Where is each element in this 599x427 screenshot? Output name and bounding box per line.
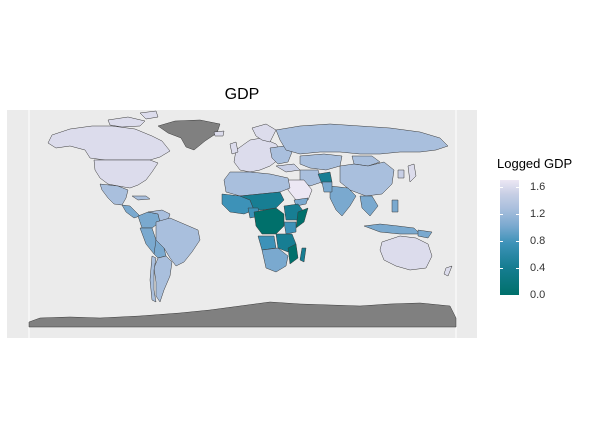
country-kazakhstan (299, 153, 343, 171)
country-scandinavia (251, 123, 277, 143)
country-russia (275, 123, 449, 155)
legend-tick-mark (500, 186, 503, 188)
country-argentina (153, 255, 173, 303)
legend-tick-mark (500, 213, 503, 215)
country-korea (397, 169, 405, 179)
country-indonesia (363, 223, 421, 235)
map-title: GDP (224, 86, 260, 103)
legend-tick-label: 1.6 (530, 180, 546, 193)
country-mongolia (351, 155, 381, 167)
country-somalia (295, 207, 309, 229)
gridlines (28, 110, 457, 338)
country-australia (379, 235, 433, 271)
country-uk (229, 141, 239, 155)
country-arctic-islands (107, 116, 146, 128)
legend-tick-mark (500, 267, 503, 269)
legend-ticks: 1.6 1.2 0.8 0.4 0.0 (497, 180, 593, 301)
country-saudi-arabia (287, 179, 313, 201)
countries (28, 110, 457, 328)
country-philippines (391, 199, 399, 213)
country-southern-africa (261, 247, 289, 273)
country-mozambique (287, 243, 299, 265)
legend-colorbar (500, 180, 519, 295)
legend-tick-mark (500, 295, 503, 296)
country-canada (47, 125, 171, 161)
country-antarctica (28, 301, 457, 328)
country-pakistan (321, 181, 333, 193)
legend-tick-mark (516, 213, 519, 215)
country-new-zealand (443, 265, 453, 277)
legend-tick-mark (516, 267, 519, 269)
legend-tick-label: 0.0 (530, 289, 546, 301)
legend: Logged GDP 1.6 1.2 0.8 0.4 0.0 (497, 156, 593, 301)
legend-tick-label: 1.2 (530, 207, 546, 220)
legend-tick-mark (516, 240, 519, 242)
legend-title: Logged GDP (497, 156, 573, 171)
legend-tick-label: 0.8 (530, 234, 546, 247)
country-caribbean (131, 195, 151, 201)
country-madagascar (299, 247, 307, 263)
country-papua-new-guinea (417, 229, 433, 239)
country-chile (149, 255, 157, 303)
country-central-africa (253, 207, 285, 235)
country-usa (93, 159, 159, 189)
country-kenya (283, 221, 297, 235)
country-iceland (213, 130, 225, 137)
legend-tick-mark (500, 240, 503, 242)
country-arctic-islands-2 (139, 110, 159, 120)
country-china (339, 161, 395, 197)
legend-tick-mark (516, 186, 519, 188)
country-india (329, 185, 357, 217)
country-southeast-asia (359, 195, 379, 217)
country-japan (407, 163, 417, 183)
legend-tick-label: 0.4 (530, 261, 546, 274)
legend-tick-mark (516, 295, 519, 296)
country-greenland (157, 119, 221, 151)
